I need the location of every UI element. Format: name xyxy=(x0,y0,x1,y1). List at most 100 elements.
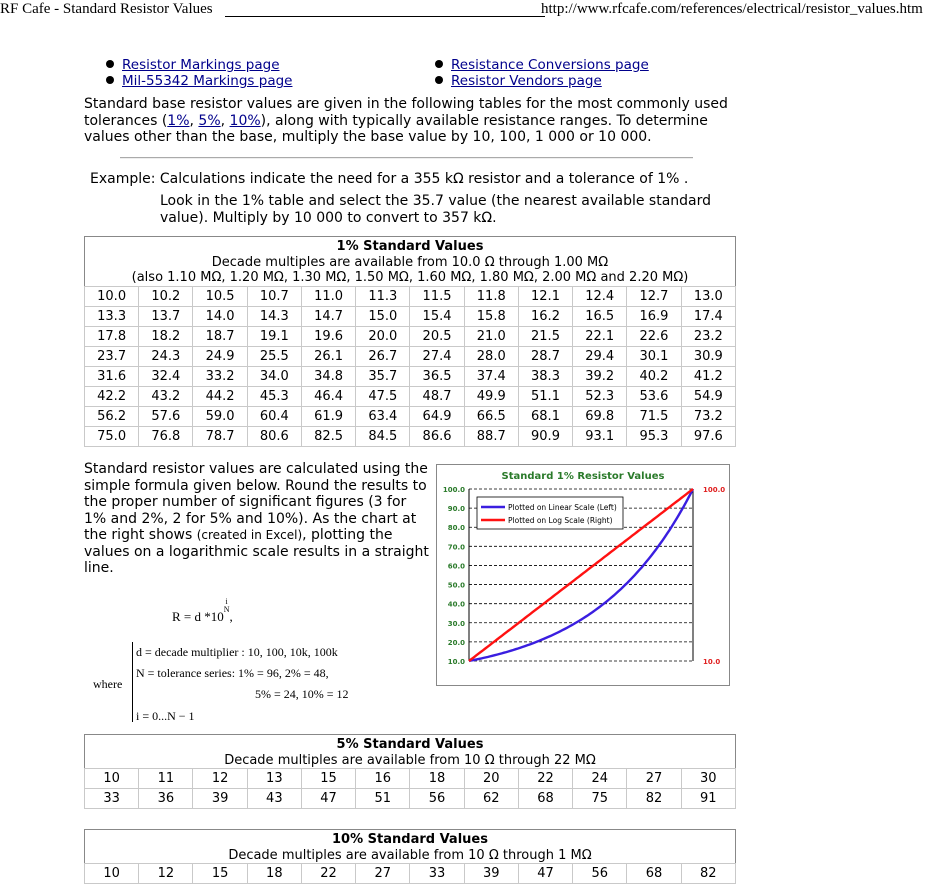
table-cell: 13.0 xyxy=(680,285,737,307)
table-cell: 91 xyxy=(680,788,737,809)
table-cell: 12.1 xyxy=(517,285,574,307)
table-cell: 21.5 xyxy=(517,325,574,347)
table-cell: 22.6 xyxy=(626,325,682,347)
ten-percent-table: 10% Standard Values Decade multiples are… xyxy=(83,829,737,884)
table-cell: 54.9 xyxy=(680,385,737,407)
table-cell: 33.2 xyxy=(192,365,248,387)
y-left-tick-label: 50.0 xyxy=(448,582,465,590)
table-cell: 68.1 xyxy=(517,405,574,427)
table-cell: 60.4 xyxy=(246,405,302,427)
browser-header: RF Cafe - Standard Resistor Values http:… xyxy=(0,0,932,20)
table-cell: 33 xyxy=(83,788,140,809)
table-cell: 14.3 xyxy=(246,305,302,327)
bullet-icon xyxy=(435,60,443,68)
table-cell: 33 xyxy=(409,863,465,884)
table-cell: 30 xyxy=(680,768,737,789)
table-caption: 10% Standard Values Decade multiples are… xyxy=(85,830,736,864)
table-cell: 23.7 xyxy=(83,345,140,367)
formula-paragraph: Standard resistor values are calculated … xyxy=(84,461,429,576)
tolerance-10-link[interactable]: 10% xyxy=(229,112,261,129)
table-row: 10 12 15 18 22 27 33 39 47 56 68 82 xyxy=(83,863,737,884)
table-cell: 36.5 xyxy=(409,365,465,387)
table-row: 10.0 10.2 10.5 10.7 11.0 11.3 11.5 11.8 12.1 12.4… xyxy=(83,285,737,307)
table-cell: 82 xyxy=(626,788,682,809)
formula-i-definition: i = 0...N − 1 xyxy=(136,709,195,723)
table-cell: 21.0 xyxy=(463,325,519,347)
table-cell: 22 xyxy=(517,768,574,789)
table-cell: 44.2 xyxy=(192,385,248,407)
table-cell: 27 xyxy=(355,863,411,884)
table-cell: 12 xyxy=(138,863,194,884)
table-subtitle: Decade multiples are available from 10 Ω… xyxy=(228,847,592,863)
y-left-tick-label: 70.0 xyxy=(448,543,465,551)
table-cell: 93.1 xyxy=(572,425,628,447)
table-cell: 18 xyxy=(409,768,465,789)
table-cell: 23.2 xyxy=(680,325,737,347)
intro-paragraph: Standard base resistor values are given … xyxy=(84,96,728,145)
table-row: 13.3 13.7 14.0 14.3 14.7 15.0 15.4 15.8 16.2 16.5… xyxy=(83,305,737,327)
table-cell: 15.4 xyxy=(409,305,465,327)
table-cell: 25.5 xyxy=(246,345,302,367)
formula-d-definition: d = decade multiplier : 10, 100, 10k, 10… xyxy=(136,645,338,659)
table-cell: 53.6 xyxy=(626,385,682,407)
formula-brace xyxy=(132,642,135,722)
table-row: 42.2 43.2 44.2 45.3 46.4 47.5 48.7 49.9 51.1 52.3… xyxy=(83,385,737,407)
table-cell: 34.0 xyxy=(246,365,302,387)
table-cell: 22.1 xyxy=(572,325,628,347)
page-title: RF Cafe - Standard Resistor Values xyxy=(0,1,213,17)
table-cell: 35.7 xyxy=(355,365,411,387)
tolerance-1-link[interactable]: 1% xyxy=(167,112,190,129)
table-cell: 10.0 xyxy=(83,285,140,307)
table-cell: 24.9 xyxy=(192,345,248,367)
table-cell: 68 xyxy=(626,863,682,884)
table-cell: 26.1 xyxy=(300,345,357,367)
table-cell: 13.3 xyxy=(83,305,140,327)
y-left-tick-label: 100.0 xyxy=(443,486,465,494)
table-cell: 22 xyxy=(300,863,357,884)
table-cell: 11.8 xyxy=(463,285,519,307)
table-cell: 39 xyxy=(192,788,248,809)
tolerance-5-link[interactable]: 5% xyxy=(198,112,221,129)
table-cell: 34.8 xyxy=(300,365,357,387)
resistance-conversions-link[interactable]: Resistance Conversions page xyxy=(451,57,649,73)
list-item: Resistance Conversions page xyxy=(435,57,649,73)
header-divider xyxy=(225,16,545,17)
table-cell: 57.6 xyxy=(138,405,194,427)
table-cell: 12 xyxy=(192,768,248,789)
resistor-markings-link[interactable]: Resistor Markings page xyxy=(122,57,280,73)
y-right-tick-label: 100.0 xyxy=(703,486,725,494)
table-cell: 47.5 xyxy=(355,385,411,407)
table-cell: 56 xyxy=(409,788,465,809)
formula-n-definition-2: 5% = 24, 10% = 12 xyxy=(255,687,349,701)
table-cell: 95.3 xyxy=(626,425,682,447)
chart-svg: Standard 1% Resistor Values 100.0 90.0 80.0… xyxy=(443,471,725,666)
table-cell: 14.7 xyxy=(300,305,357,327)
one-percent-table: 1% Standard Values Decade multiples are … xyxy=(83,236,737,447)
table-cell: 11.5 xyxy=(409,285,465,307)
table-cell: 18 xyxy=(246,863,302,884)
table-cell: 10 xyxy=(83,768,140,789)
list-item: Mil-55342 Markings page xyxy=(106,73,292,89)
table-cell: 97.6 xyxy=(680,425,737,447)
bullet-icon xyxy=(435,76,443,84)
table-cell: 31.6 xyxy=(83,365,140,387)
table-cell: 17.8 xyxy=(83,325,140,347)
resistor-vendors-link[interactable]: Resistor Vendors page xyxy=(451,73,602,89)
table-cell: 46.4 xyxy=(300,385,357,407)
table-row: 23.7 24.3 24.9 25.5 26.1 26.7 27.4 28.0 28.7 29.4… xyxy=(83,345,737,367)
formula-n-definition: N = tolerance series: 1% = 96, 2% = 48, xyxy=(136,666,329,680)
table-cell: 66.5 xyxy=(463,405,519,427)
list-item: Resistor Markings page xyxy=(106,57,292,73)
table-cell: 19.6 xyxy=(300,325,357,347)
table-cell: 16.2 xyxy=(517,305,574,327)
divider xyxy=(120,157,693,159)
table-cell: 20.0 xyxy=(355,325,411,347)
table-row: 56.2 57.6 59.0 60.4 61.9 63.4 64.9 66.5 68.1 69.8… xyxy=(83,405,737,427)
page-url: http://www.rfcafe.com/references/electri… xyxy=(541,1,923,17)
table-cell: 78.7 xyxy=(192,425,248,447)
table-cell: 28.7 xyxy=(517,345,574,367)
bullet-icon xyxy=(106,60,114,68)
table-cell: 75.0 xyxy=(83,425,140,447)
table-cell: 15 xyxy=(300,768,357,789)
mil-55342-markings-link[interactable]: Mil-55342 Markings page xyxy=(122,73,293,89)
